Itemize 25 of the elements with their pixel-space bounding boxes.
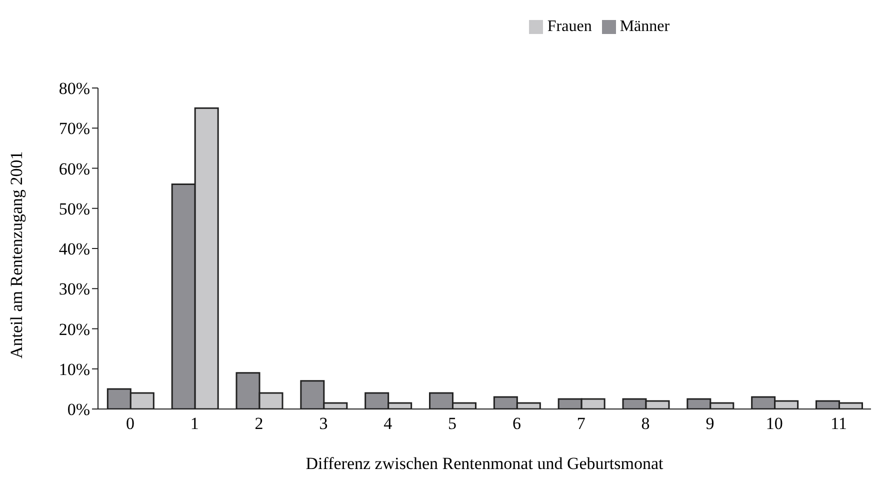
x-tick-label: 1 xyxy=(190,414,199,434)
x-tick-label: 4 xyxy=(384,414,393,434)
y-tick-label: 80% xyxy=(58,79,90,98)
y-tick-label: 0% xyxy=(67,400,90,420)
y-axis-title: Anteil am Rentenzugang 2001 xyxy=(7,151,26,358)
x-tick-label: 8 xyxy=(641,414,650,434)
y-tick-label: 40% xyxy=(58,240,90,259)
y-tick-label: 50% xyxy=(58,199,90,218)
y-tick-label: 30% xyxy=(58,280,90,299)
x-tick-label: 6 xyxy=(512,414,521,434)
x-tick-label: 5 xyxy=(448,414,457,434)
y-tick-label: 10% xyxy=(58,360,90,379)
legend-label: Frauen xyxy=(547,18,592,35)
x-tick-label: 10 xyxy=(766,414,783,434)
y-tick-label: 60% xyxy=(58,159,90,178)
x-axis-title: Differenz zwischen Rentenmonat und Geburtsmonat xyxy=(306,454,664,473)
y-tick-label: 70% xyxy=(58,119,90,138)
x-tick-label: 0 xyxy=(126,414,134,434)
y-tick-label: 20% xyxy=(58,320,90,339)
legend-label: Männer xyxy=(620,18,670,35)
x-tick-label: 3 xyxy=(319,414,328,434)
x-tick-label: 9 xyxy=(706,414,714,434)
x-tick-label: 2 xyxy=(254,414,264,434)
x-tick-label: 7 xyxy=(576,414,586,434)
x-tick-label: 11 xyxy=(830,414,847,434)
